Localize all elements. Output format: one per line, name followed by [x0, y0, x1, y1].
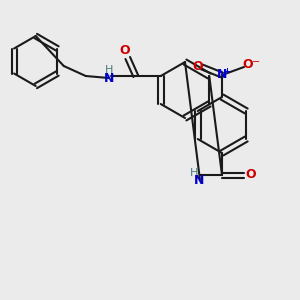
Text: H: H	[105, 65, 113, 75]
Text: H: H	[190, 168, 198, 178]
Text: O: O	[246, 169, 256, 182]
Text: O: O	[119, 44, 130, 58]
Text: −: −	[252, 57, 260, 67]
Text: N: N	[217, 68, 227, 82]
Text: O: O	[243, 58, 253, 71]
Text: +: +	[224, 67, 230, 76]
Text: O: O	[193, 61, 203, 74]
Text: N: N	[103, 71, 114, 85]
Text: N: N	[194, 173, 204, 187]
